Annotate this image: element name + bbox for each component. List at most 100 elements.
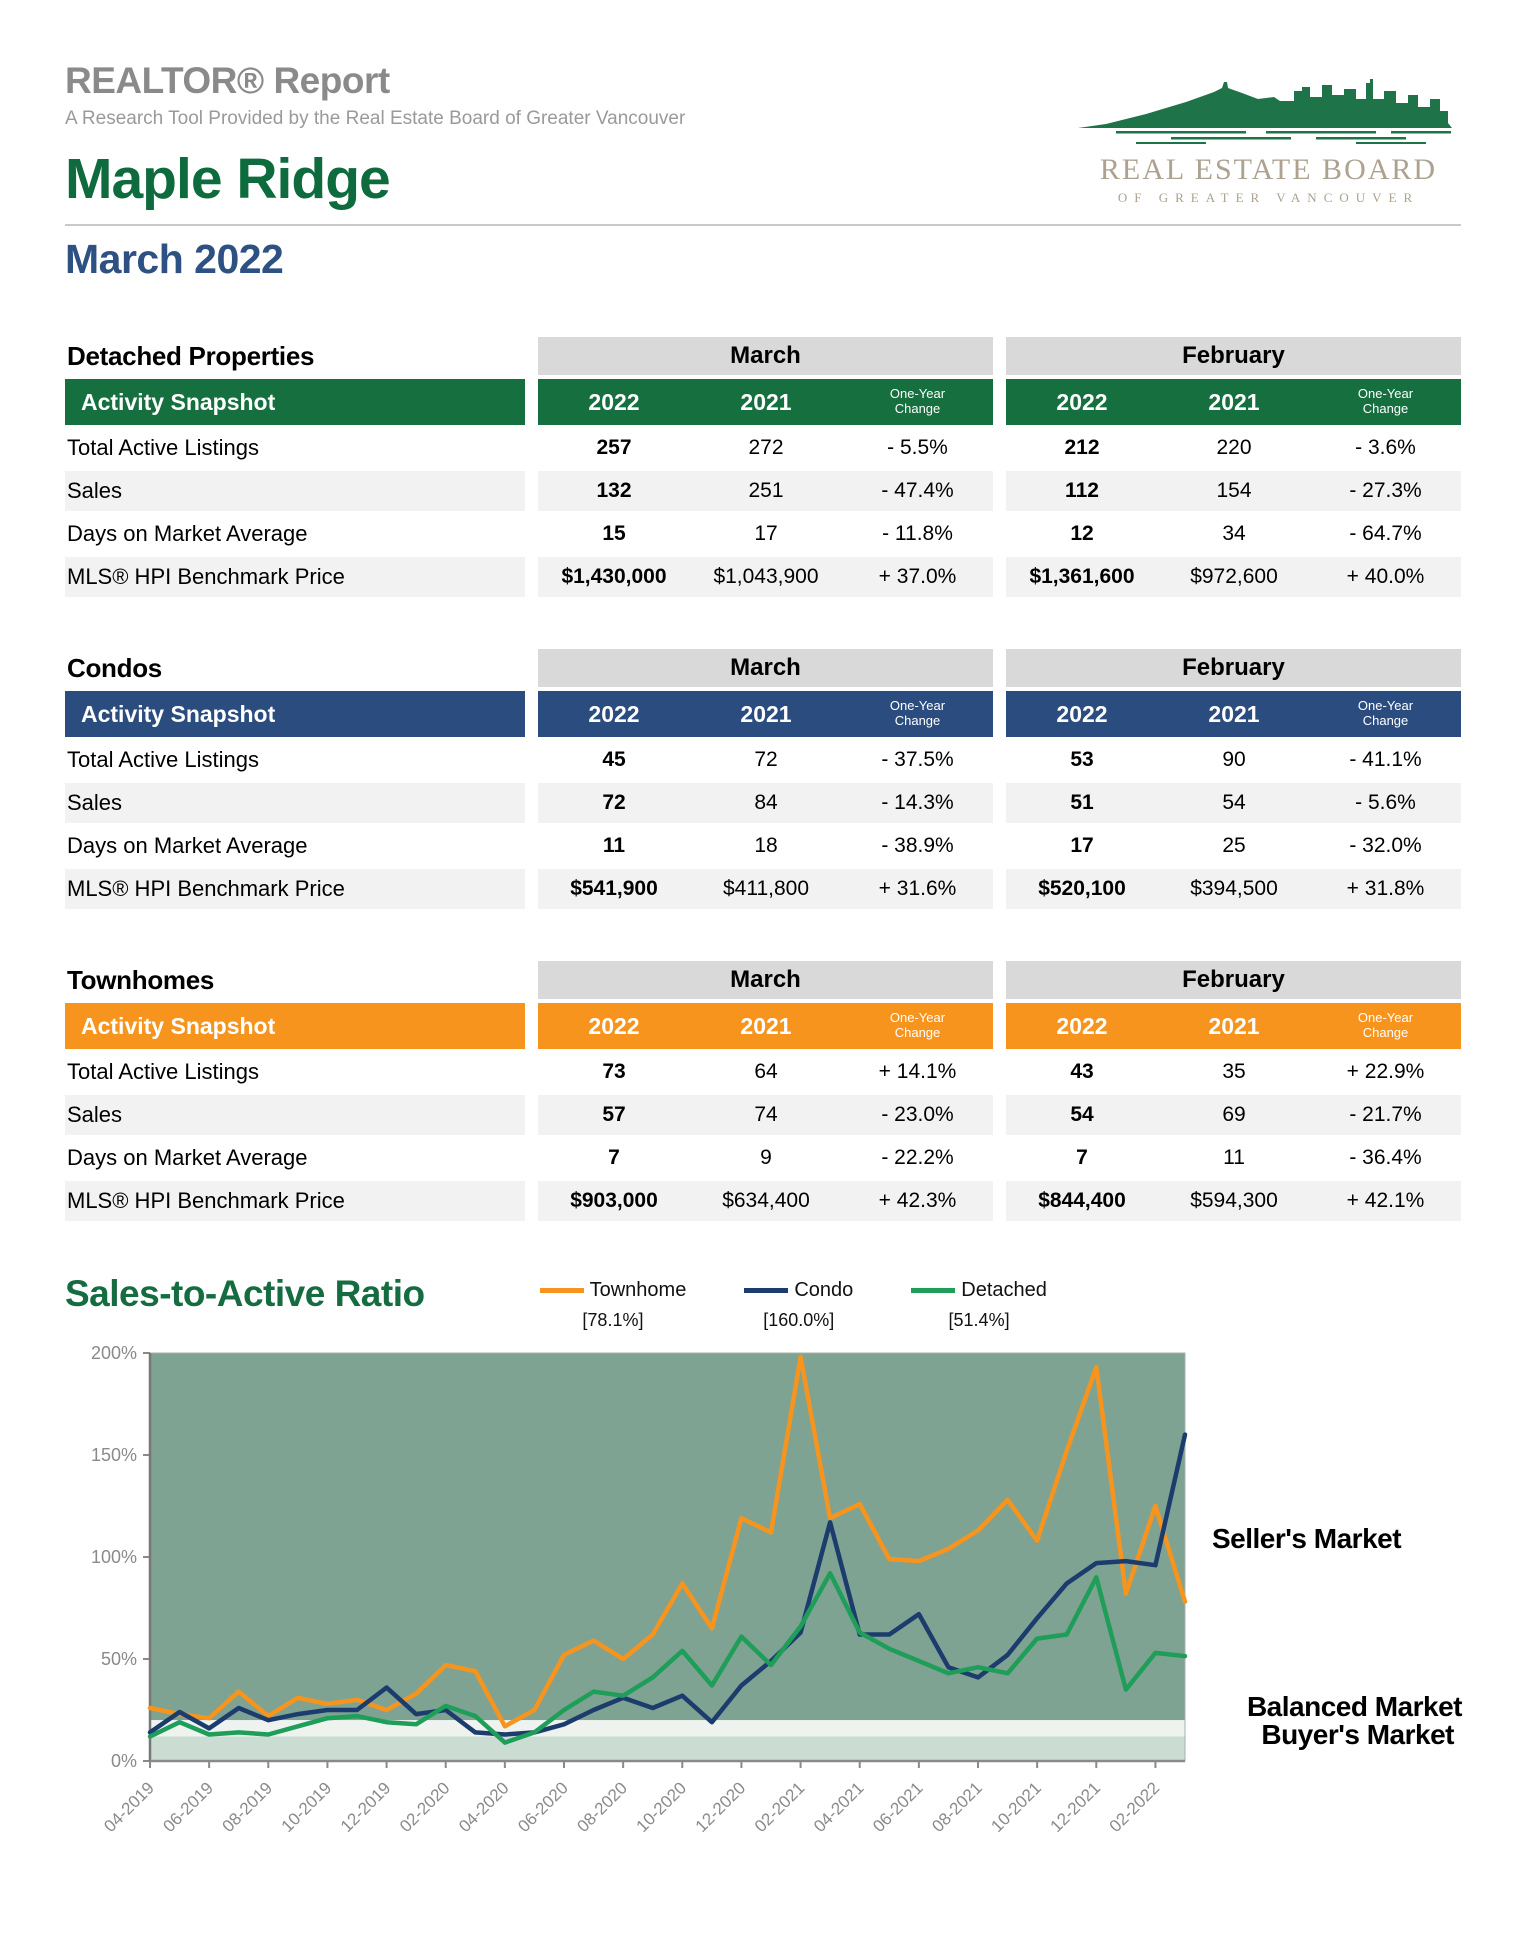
table-row: Sales 57 74- 23.0% 54 69- 21.7%	[65, 1095, 1461, 1135]
y-tick-label: 50%	[101, 1649, 137, 1669]
y-tick-label: 0%	[111, 1751, 137, 1771]
table-cell: - 41.1%	[1349, 748, 1422, 771]
table-row: MLS® HPI Benchmark Price $541,900 $411,800…	[65, 869, 1461, 909]
table-cell: 220	[1216, 436, 1252, 459]
table-cell: $1,043,900	[690, 557, 842, 597]
column-gap	[525, 1052, 538, 1092]
column-gap	[525, 826, 538, 866]
table-cell: - 38.9%	[881, 834, 954, 857]
month-group-header: February	[1006, 961, 1461, 999]
x-tick-label: 04-2019	[100, 1778, 158, 1836]
table-row: Total Active Listings 257 272 - 5.5% 212 220 -…	[65, 428, 1461, 468]
legend-series-name: Condo	[794, 1279, 854, 1301]
column-gap	[993, 337, 1006, 375]
column-gap	[525, 428, 538, 468]
table-cell: - 3.6%	[1355, 436, 1416, 459]
chart-header: Sales-to-Active Ratio Townhome [78.1%] Con…	[65, 1273, 1461, 1331]
y-tick-label: 200%	[91, 1345, 137, 1363]
x-tick-label: 04-2021	[810, 1778, 868, 1836]
x-tick-label: 10-2021	[987, 1778, 1045, 1836]
table-cell: 53	[1070, 748, 1094, 771]
table-title: Townhomes	[67, 965, 215, 995]
legend-current-value: [51.4%]	[948, 1310, 1010, 1330]
table-townhomes: Townhomes March February Activity Snapshot 2…	[65, 961, 1461, 1221]
table-cell: 12	[1070, 522, 1094, 545]
activity-snapshot-bar: Activity Snapshot 2022 2021 One-Year Change 2…	[65, 691, 1461, 737]
activity-tables: Detached Properties March February Activity…	[65, 337, 1461, 1221]
page-header: REALTOR® Report A Research Tool Provided…	[65, 60, 1461, 212]
column-gap	[993, 1003, 1006, 1049]
year-column-header: 2021	[1158, 379, 1310, 425]
table-cell: $1,430,000	[538, 557, 690, 597]
table-cell: - 14.3%	[842, 783, 993, 823]
column-gap	[525, 649, 538, 687]
table-cell: 17	[754, 522, 778, 545]
column-gap	[993, 649, 1006, 687]
column-gap	[993, 783, 1006, 823]
year-column-header: 2021	[690, 379, 842, 425]
report-title: REALTOR® Report	[65, 60, 390, 101]
table-cell: 35	[1222, 1060, 1246, 1083]
chart-legend: Townhome [78.1%] Condo [160.0%] Detached [51.…	[539, 1279, 1047, 1331]
area-title: Maple Ridge	[65, 147, 391, 211]
table-cell: - 47.4%	[842, 471, 993, 511]
sales-to-active-section: Sales-to-Active Ratio Townhome [78.1%] Con…	[65, 1273, 1463, 1850]
table-row: Days on Market Average 11 18 - 38.9% 17 25 - 3…	[65, 826, 1461, 866]
table-header-row: Detached Properties March February	[65, 337, 1461, 375]
table-cell: $1,361,600	[1006, 557, 1158, 597]
table-cell: - 5.5%	[887, 436, 948, 459]
table-cell: 272	[748, 436, 784, 459]
year-column-header: 2021	[690, 691, 842, 737]
table-cell: 34	[1222, 522, 1246, 545]
table-cell: 9	[760, 1146, 772, 1169]
table-cell: 11	[602, 834, 626, 857]
column-gap	[993, 471, 1006, 511]
table-cell: 43	[1070, 1060, 1094, 1083]
table-row: MLS® HPI Benchmark Price $1,430,000 $1,043…	[65, 557, 1461, 597]
table-cell: + 31.6%	[842, 869, 993, 909]
table-cell: + 37.0%	[842, 557, 993, 597]
y-tick-label: 100%	[91, 1547, 137, 1567]
x-tick-label: 12-2020	[692, 1778, 750, 1836]
legend-current-value: [78.1%]	[582, 1310, 644, 1330]
change-column-header: One-Year Change	[842, 1003, 993, 1049]
balanced-market-label: Balanced Market	[1246, 1691, 1463, 1722]
table-cell: $594,300	[1158, 1181, 1310, 1221]
table-row: Days on Market Average 7 9 - 22.2% 7 11 - 36.4…	[65, 1138, 1461, 1178]
table-cell: - 22.2%	[881, 1146, 954, 1169]
table-cell: $520,100	[1006, 869, 1158, 909]
x-tick-label: 02-2022	[1106, 1778, 1164, 1836]
table-cell: - 32.0%	[1349, 834, 1422, 857]
table-cell: 57	[538, 1095, 690, 1135]
x-tick-label: 06-2020	[514, 1778, 572, 1836]
legend-series-name: Detached	[961, 1279, 1047, 1301]
table-cell: - 36.4%	[1349, 1146, 1422, 1169]
year-column-header: 2021	[1158, 691, 1310, 737]
table-cell: 154	[1158, 471, 1310, 511]
series-line-condo	[147, 1432, 1188, 1737]
table-cell: - 11.8%	[882, 522, 953, 545]
year-column-header: 2022	[1006, 691, 1158, 737]
row-label: MLS® HPI Benchmark Price	[65, 869, 525, 909]
table-header-row: Condos March February	[65, 649, 1461, 687]
report-subtitle: A Research Tool Provided by the Real Est…	[65, 108, 686, 129]
table-cell: + 40.0%	[1310, 557, 1461, 597]
row-label: MLS® HPI Benchmark Price	[65, 557, 525, 597]
column-gap	[525, 337, 538, 375]
year-column-header: 2022	[538, 379, 690, 425]
x-tick-label: 10-2019	[278, 1778, 336, 1836]
row-label: Sales	[65, 471, 525, 511]
series-lines	[147, 1354, 1188, 1745]
snapshot-label: Activity Snapshot	[65, 691, 525, 737]
table-cell: 54	[1006, 1095, 1158, 1135]
column-gap	[993, 1095, 1006, 1135]
zone-band	[150, 1736, 1185, 1761]
column-gap	[993, 1052, 1006, 1092]
table-cell: 212	[1064, 436, 1100, 459]
snapshot-label: Activity Snapshot	[65, 379, 525, 425]
row-label: Total Active Listings	[67, 747, 259, 772]
table-cell: $411,800	[690, 869, 842, 909]
table-detached-properties: Detached Properties March February Activity…	[65, 337, 1461, 597]
table-cell: 51	[1006, 783, 1158, 823]
table-cell: - 64.7%	[1349, 522, 1422, 545]
